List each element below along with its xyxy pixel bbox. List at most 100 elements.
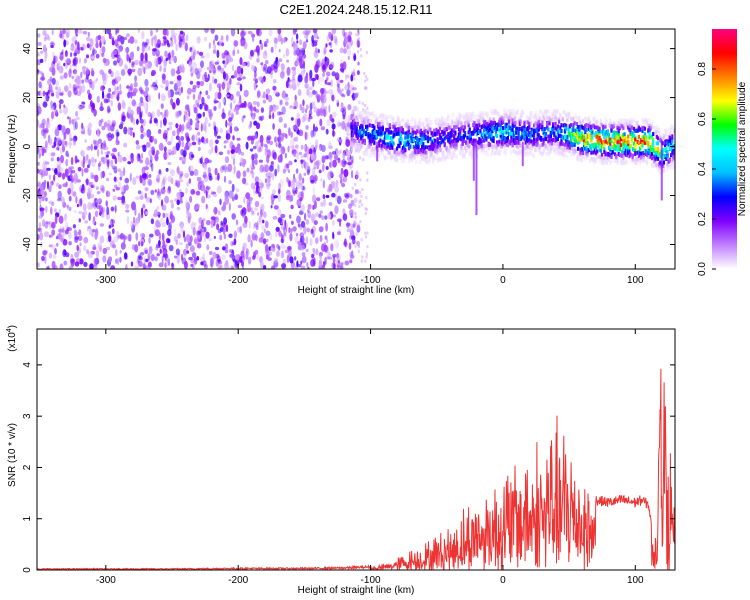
- heatmap-cell: [447, 123, 450, 127]
- heatmap-cell: [310, 229, 313, 235]
- heatmap-cell: [447, 132, 450, 137]
- heatmap-cell: [183, 260, 188, 269]
- heatmap-cell: [322, 163, 325, 172]
- heatmap-cell: [252, 36, 255, 42]
- heatmap-cell: [388, 123, 391, 128]
- heatmap-cell: [155, 150, 160, 156]
- heatmap-cell: [365, 148, 368, 152]
- heatmap-cell: [404, 122, 407, 127]
- heatmap-cell: [452, 150, 455, 155]
- heatmap-cell: [619, 143, 623, 148]
- heatmap-cell: [654, 155, 657, 160]
- heatmap-cell: [139, 233, 143, 238]
- heatmap-cell: [440, 135, 443, 140]
- heatmap-cell: [444, 122, 447, 127]
- heatmap-cell: [592, 157, 595, 162]
- heatmap-cell: [45, 197, 48, 202]
- heatmap-cell: [65, 158, 69, 167]
- heatmap-cell: [247, 30, 253, 35]
- heatmap-cell: [365, 148, 368, 152]
- heatmap-cell: [331, 123, 336, 130]
- heatmap-cell: [621, 120, 624, 125]
- heatmap-cell: [610, 128, 613, 133]
- heatmap-cell: [652, 143, 655, 147]
- heatmap-cell: [51, 92, 55, 97]
- heatmap-cell: [366, 77, 369, 81]
- heatmap-cell: [71, 36, 77, 43]
- heatmap-cell: [363, 110, 366, 114]
- heatmap-cell: [516, 144, 519, 149]
- heatmap-marks: [37, 29, 675, 269]
- heatmap-cell: [535, 115, 538, 119]
- heatmap-cell: [39, 204, 42, 213]
- heatmap-cell: [442, 122, 445, 127]
- heatmap-cell: [482, 120, 486, 125]
- heatmap-cell: [356, 148, 359, 153]
- heatmap-cell: [642, 126, 645, 130]
- heatmap-cell: [527, 150, 530, 155]
- heatmap-cell: [589, 119, 592, 124]
- heatmap-cell: [182, 150, 187, 158]
- heatmap-cell: [447, 125, 450, 130]
- heatmap-cell: [490, 132, 493, 137]
- heatmap-cell: [189, 68, 192, 72]
- heatmap-cell: [216, 185, 222, 194]
- heatmap-cell: [332, 231, 335, 240]
- heatmap-cell: [637, 154, 640, 158]
- heatmap-cell: [512, 148, 515, 153]
- heatmap-cell: [145, 211, 149, 216]
- heatmap-cell: [424, 117, 427, 122]
- heatmap-cell: [456, 122, 459, 127]
- heatmap-cell: [379, 122, 382, 127]
- heatmap-cell: [435, 121, 438, 126]
- heatmap-cell: [516, 110, 519, 114]
- heatmap-cell: [609, 153, 612, 158]
- heatmap-cell: [566, 154, 569, 159]
- heatmap-cell: [430, 139, 433, 144]
- heatmap-cell: [86, 154, 89, 161]
- heatmap-cell: [290, 228, 293, 233]
- heatmap-cell: [364, 212, 367, 216]
- heatmap-cell: [568, 149, 571, 154]
- heatmap-cell: [39, 71, 43, 75]
- heatmap-cell: [438, 132, 442, 137]
- heatmap-cell: [494, 129, 498, 134]
- heatmap-cell: [512, 133, 515, 138]
- heatmap-cell: [454, 147, 457, 152]
- heatmap-cell: [92, 47, 95, 56]
- heatmap-cell: [552, 125, 555, 130]
- heatmap-cell: [351, 250, 354, 258]
- heatmap-cell: [584, 125, 587, 130]
- heatmap-cell: [602, 128, 605, 133]
- heatmap-cell: [37, 106, 42, 115]
- heatmap-cell: [285, 222, 288, 229]
- heatmap-cell: [432, 144, 436, 149]
- heatmap-cell: [635, 142, 638, 146]
- heatmap-cell: [569, 152, 573, 157]
- heatmap-cell: [616, 125, 619, 130]
- heatmap-cell: [176, 75, 182, 81]
- heatmap-cell: [147, 111, 152, 118]
- heatmap-cell: [268, 29, 273, 37]
- heatmap-cell: [111, 120, 117, 127]
- heatmap-cell: [618, 136, 621, 141]
- heatmap-cell: [232, 171, 236, 176]
- heatmap-cell: [201, 155, 204, 162]
- heatmap-cell: [425, 160, 428, 165]
- heatmap-cell: [359, 199, 362, 203]
- heatmap-cell: [256, 29, 260, 36]
- heatmap-cell: [502, 136, 505, 141]
- heatmap-cell: [622, 126, 625, 131]
- heatmap-cell: [519, 149, 523, 154]
- heatmap-cell: [146, 63, 151, 70]
- heatmap-cell: [405, 124, 408, 129]
- heatmap-cell: [390, 156, 393, 161]
- heatmap-cell: [538, 145, 542, 150]
- heatmap-cell: [300, 260, 303, 265]
- heatmap-cell: [99, 235, 105, 244]
- heatmap-cell: [627, 151, 630, 156]
- heatmap-cell: [171, 262, 174, 267]
- heatmap-cell: [578, 134, 581, 139]
- heatmap-cell: [250, 111, 253, 117]
- heatmap-cell: [559, 142, 562, 147]
